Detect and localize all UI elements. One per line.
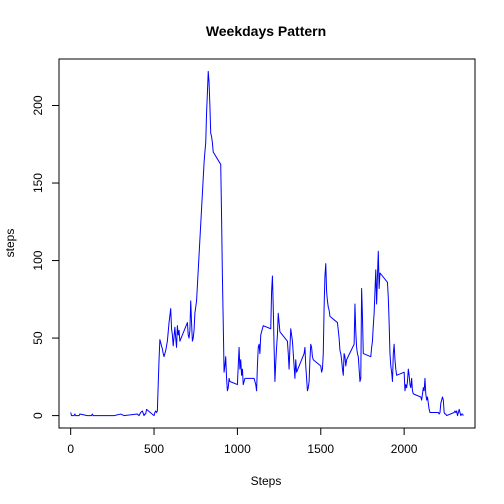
- x-tick-label: 500: [144, 442, 164, 456]
- y-axis-label: steps: [3, 229, 17, 258]
- x-axis-label: Steps: [251, 474, 282, 488]
- y-tick-label: 150: [31, 173, 45, 193]
- plot-frame: [58, 58, 476, 429]
- x-axis: 0 500 1000 1500 2000: [67, 427, 418, 456]
- y-tick-label: 0: [31, 412, 45, 419]
- series-layer: [70, 70, 464, 417]
- y-tick-label: 50: [31, 331, 45, 345]
- y-tick-label: 100: [31, 250, 45, 270]
- x-tick-label: 1000: [224, 442, 251, 456]
- x-tick-label: 0: [67, 442, 74, 456]
- y-axis: 0 50 100 150 200: [31, 95, 60, 419]
- chart-title: Weekdays Pattern: [206, 23, 326, 39]
- x-tick-label: 2000: [391, 442, 418, 456]
- series-line: [70, 70, 464, 417]
- x-tick-label: 1500: [307, 442, 334, 456]
- y-tick-label: 200: [31, 95, 45, 115]
